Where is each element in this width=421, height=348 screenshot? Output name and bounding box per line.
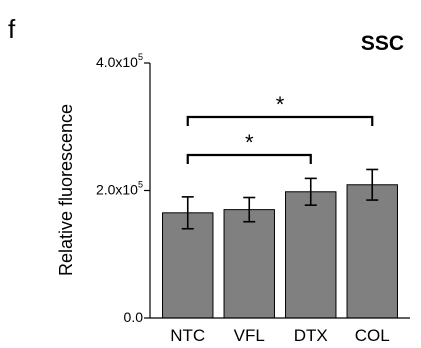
bar-ntc xyxy=(162,212,214,319)
significance-bracket xyxy=(186,153,312,164)
significance-bracket xyxy=(186,115,374,126)
bar-vfl xyxy=(223,209,275,319)
y-tick-exponent: 5 xyxy=(138,52,143,62)
bar-col xyxy=(346,184,398,319)
x-tick-label-ntc: NTC xyxy=(170,326,205,345)
panel-letter: f xyxy=(8,14,16,44)
y-axis-label: Relative fluorescence xyxy=(56,104,76,276)
x-tick-label-vfl: VFL xyxy=(234,326,265,345)
significance-star: * xyxy=(245,130,254,155)
significance-brackets: ** xyxy=(186,92,374,164)
y-tick-exponent: 5 xyxy=(138,180,143,190)
x-tick-label-col: COL xyxy=(355,326,390,345)
y-tick-label: 0.0 xyxy=(124,309,144,325)
significance-star: * xyxy=(276,92,285,117)
bars xyxy=(162,168,398,319)
y-axis-ticks: 0.0 2.0x105 4.0x105 xyxy=(96,52,150,325)
y-tick-label: 4.0x105 xyxy=(96,52,143,70)
x-axis-categories: NTC VFL DTX COL xyxy=(170,326,389,345)
bar-dtx xyxy=(285,191,337,319)
y-tick-label: 2.0x105 xyxy=(96,180,143,198)
chart-title: SSC xyxy=(361,32,404,55)
x-tick-label-dtx: DTX xyxy=(294,326,328,345)
